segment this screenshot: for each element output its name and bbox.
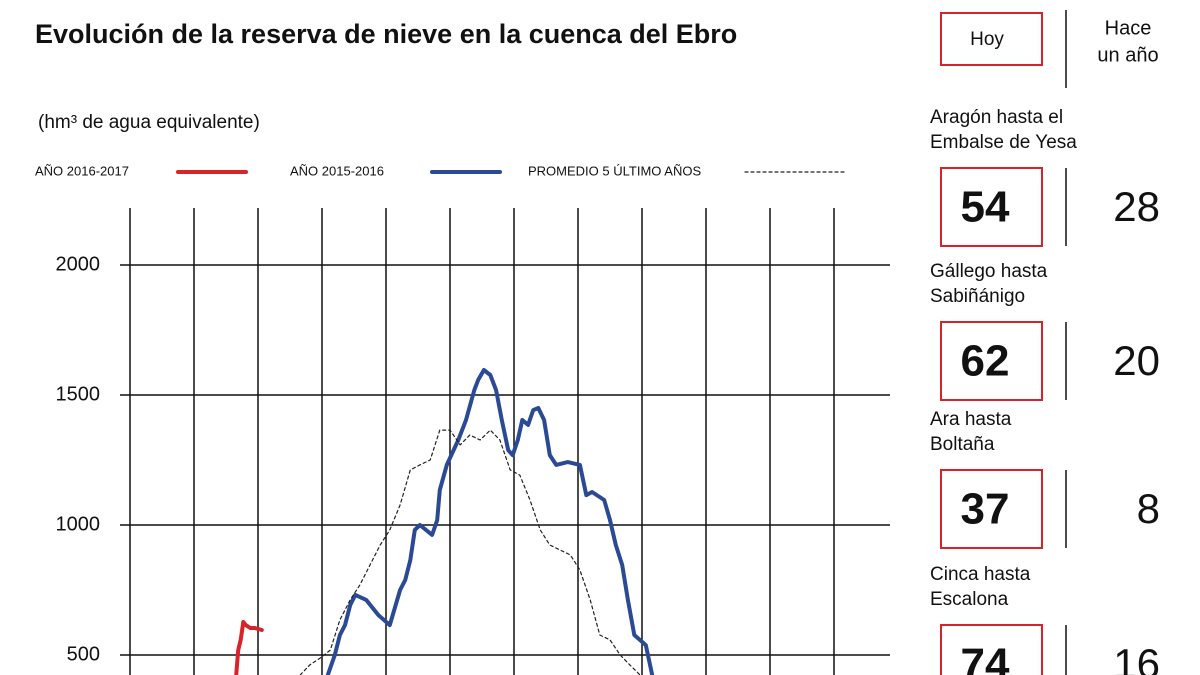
y-tick-label: 2000 [56, 253, 101, 275]
chart-title: Evolución de la reserva de nieve en la c… [35, 19, 737, 49]
legend-label: AÑO 2015-2016 [290, 163, 384, 178]
basin-label: Boltaña [930, 434, 995, 455]
basin-label: Escalona [930, 589, 1009, 610]
today-value: 74 [961, 640, 1010, 675]
today-value: 37 [961, 485, 1010, 534]
year-ago-value: 8 [1137, 485, 1160, 532]
series-line [325, 368, 655, 675]
today-value: 62 [961, 337, 1010, 386]
today-value: 54 [961, 183, 1010, 232]
today-box [940, 321, 1043, 401]
subtitle: (hm³ de agua equivalente) [38, 112, 260, 133]
legend-label: PROMEDIO 5 ÚLTIMO AÑOS [528, 163, 701, 178]
y-tick-label: 500 [67, 643, 100, 665]
year-ago-header: un año [1097, 44, 1158, 66]
year-ago-value: 28 [1113, 183, 1160, 230]
year-ago-value: 20 [1113, 337, 1160, 384]
year-ago-value: 16 [1113, 640, 1160, 675]
basin-label: Aragón hasta el [930, 107, 1063, 128]
today-box [940, 167, 1043, 247]
today-box [940, 469, 1043, 549]
today-box [940, 624, 1043, 675]
basin-label: Sabiñánigo [930, 286, 1025, 307]
year-ago-header: Hace [1105, 17, 1152, 39]
basin-label: Embalse de Yesa [930, 132, 1077, 153]
basin-label: Gállego hasta [930, 261, 1048, 282]
today-header-box [940, 12, 1043, 66]
y-tick-label: 1000 [56, 513, 101, 535]
today-header: Hoy [970, 29, 1004, 50]
series-line [234, 620, 264, 675]
y-tick-label: 1500 [56, 383, 101, 405]
series-line [299, 429, 641, 675]
legend-label: AÑO 2016-2017 [35, 163, 129, 178]
basin-label: Cinca hasta [930, 564, 1031, 585]
basin-label: Ara hasta [930, 409, 1012, 430]
